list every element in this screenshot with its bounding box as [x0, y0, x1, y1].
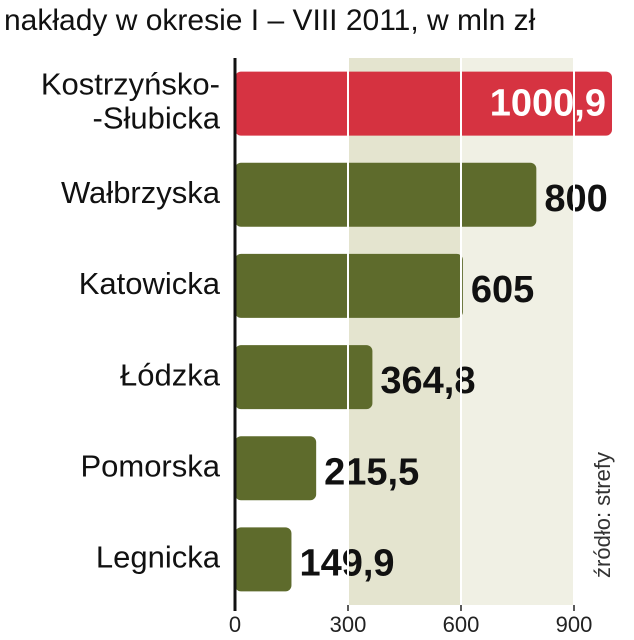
category-label: Katowicka [79, 266, 221, 301]
category-label: Wałbrzyska [61, 175, 221, 210]
value-label: 605 [471, 269, 534, 311]
bar [235, 527, 292, 592]
bar [235, 162, 537, 227]
value-label: 215,5 [324, 451, 419, 493]
category-label: Pomorska [80, 448, 220, 483]
bar [235, 436, 317, 501]
x-tick-label: 600 [443, 612, 480, 637]
x-tick-label: 900 [556, 612, 593, 637]
bar [235, 71, 613, 136]
x-tick-label: 300 [330, 612, 367, 637]
value-label: 364,8 [380, 360, 475, 402]
value-label: 800 [544, 178, 607, 220]
category-label: Kostrzyńsko--Słubicka [41, 67, 221, 136]
band [348, 58, 461, 605]
band [461, 58, 574, 605]
x-tick-label: 0 [229, 612, 241, 637]
chart-title: nakłady w okresie I – VIII 2011, w mln z… [4, 4, 536, 37]
bar [235, 345, 373, 410]
category-label: Legnicka [96, 540, 221, 575]
category-label: Łódzka [120, 357, 221, 392]
value-label: 1000,9 [490, 83, 606, 125]
source: źródło: strefy [590, 452, 615, 578]
